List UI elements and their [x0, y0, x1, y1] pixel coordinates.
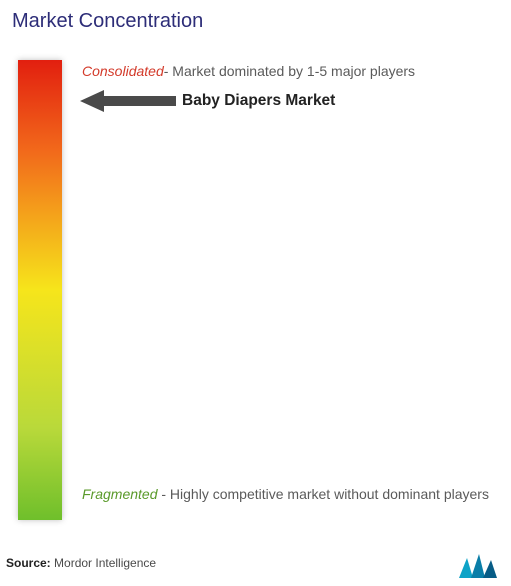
consolidated-desc: - Market dominated by 1-5 major players: [164, 63, 415, 79]
fragmented-term: Fragmented: [82, 486, 157, 502]
source-value: Mordor Intelligence: [51, 556, 156, 570]
consolidated-label: Consolidated- Market dominated by 1-5 ma…: [82, 62, 415, 82]
market-marker-label: Baby Diapers Market: [182, 92, 335, 110]
arrow-left-icon: [80, 88, 176, 114]
source-label: Source:: [6, 556, 51, 570]
page-title: Market Concentration: [12, 10, 203, 33]
fragmented-label: Fragmented - Highly competitive market w…: [82, 484, 491, 506]
concentration-gradient-bar: [18, 60, 62, 520]
mordor-logo-icon: [457, 552, 501, 580]
consolidated-term: Consolidated: [82, 63, 164, 79]
fragmented-desc: - Highly competitive market without domi…: [157, 486, 488, 502]
source-citation: Source: Mordor Intelligence: [6, 556, 156, 570]
